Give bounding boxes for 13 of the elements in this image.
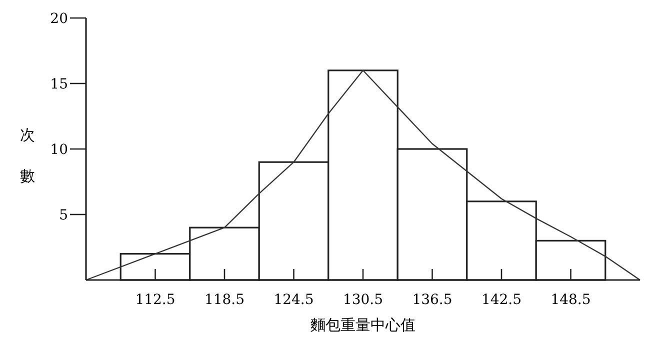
x-tick-label: 142.5 bbox=[481, 292, 522, 308]
y-tick-label: 15 bbox=[50, 76, 68, 92]
x-axis-title: 麵包重量中心值 bbox=[310, 316, 416, 334]
x-tick-label: 112.5 bbox=[135, 292, 176, 308]
y-axis-title: 次數 bbox=[19, 116, 37, 196]
y-tick-label: 5 bbox=[59, 208, 68, 224]
x-tick-label: 148.5 bbox=[550, 292, 591, 308]
x-tick-label: 136.5 bbox=[412, 292, 452, 308]
y-tick-label: 20 bbox=[50, 11, 68, 27]
y-tick-label: 10 bbox=[50, 142, 68, 158]
x-tick-label: 124.5 bbox=[274, 292, 314, 308]
x-tick-label: 118.5 bbox=[204, 292, 245, 308]
x-tick-label: 130.5 bbox=[342, 292, 384, 308]
